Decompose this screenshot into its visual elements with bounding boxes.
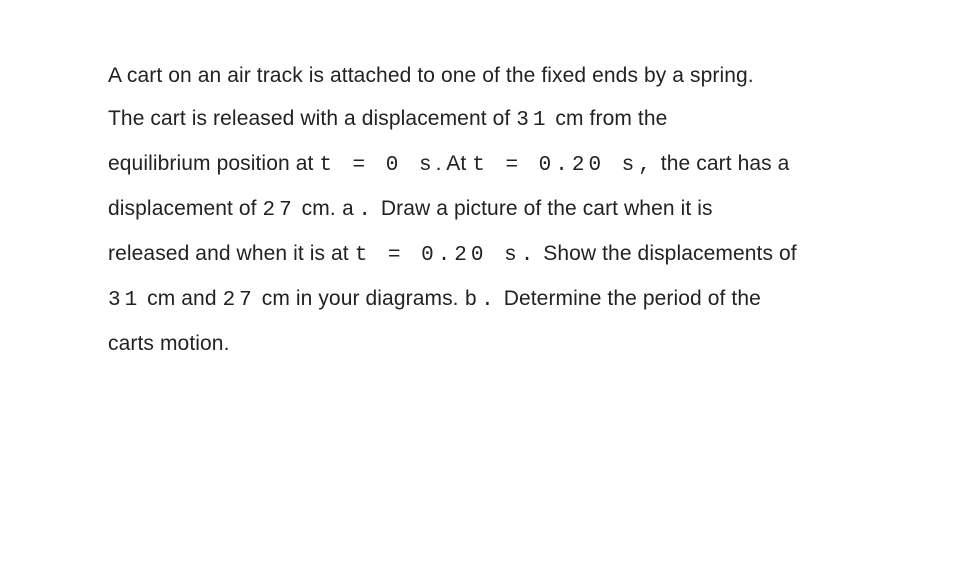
text-fragment: cm in your diagrams. [256,287,465,310]
value-displacement-2: 27 [263,199,296,222]
text-fragment: cm from the [549,107,667,130]
text-fragment: equilibrium position at [108,152,319,175]
text-fragment: cm and [141,287,222,310]
equation-t020: t = 0.20 s, [472,154,655,177]
text-fragment: Show the displacements of [537,242,796,265]
value-displacement-4: 27 [223,289,256,312]
value-displacement-1: 31 [516,109,549,132]
text-line-1: A cart on an air track is attached to on… [108,64,754,87]
part-a-label: a. [342,199,375,222]
text-line-last: carts motion. [108,332,230,355]
text-fragment: the cart has a [655,152,790,175]
equation-t020b: t = 0.20 s. [355,244,538,267]
text-fragment: released and when it is at [108,242,355,265]
physics-problem-text: A cart on an air track is attached to on… [108,54,868,365]
value-displacement-3: 31 [108,289,141,312]
part-b-label: b. [465,289,498,312]
text-fragment: The cart is released with a displacement… [108,107,516,130]
text-fragment: cm. [296,197,342,220]
text-fragment: displacement of [108,197,263,220]
text-fragment: Draw a picture of the cart when it is [375,197,713,220]
equation-t0: t = 0 s [319,154,435,177]
document-page: A cart on an air track is attached to on… [0,0,968,562]
text-fragment: Determine the period of the [498,287,761,310]
text-fragment: . At [436,152,473,175]
